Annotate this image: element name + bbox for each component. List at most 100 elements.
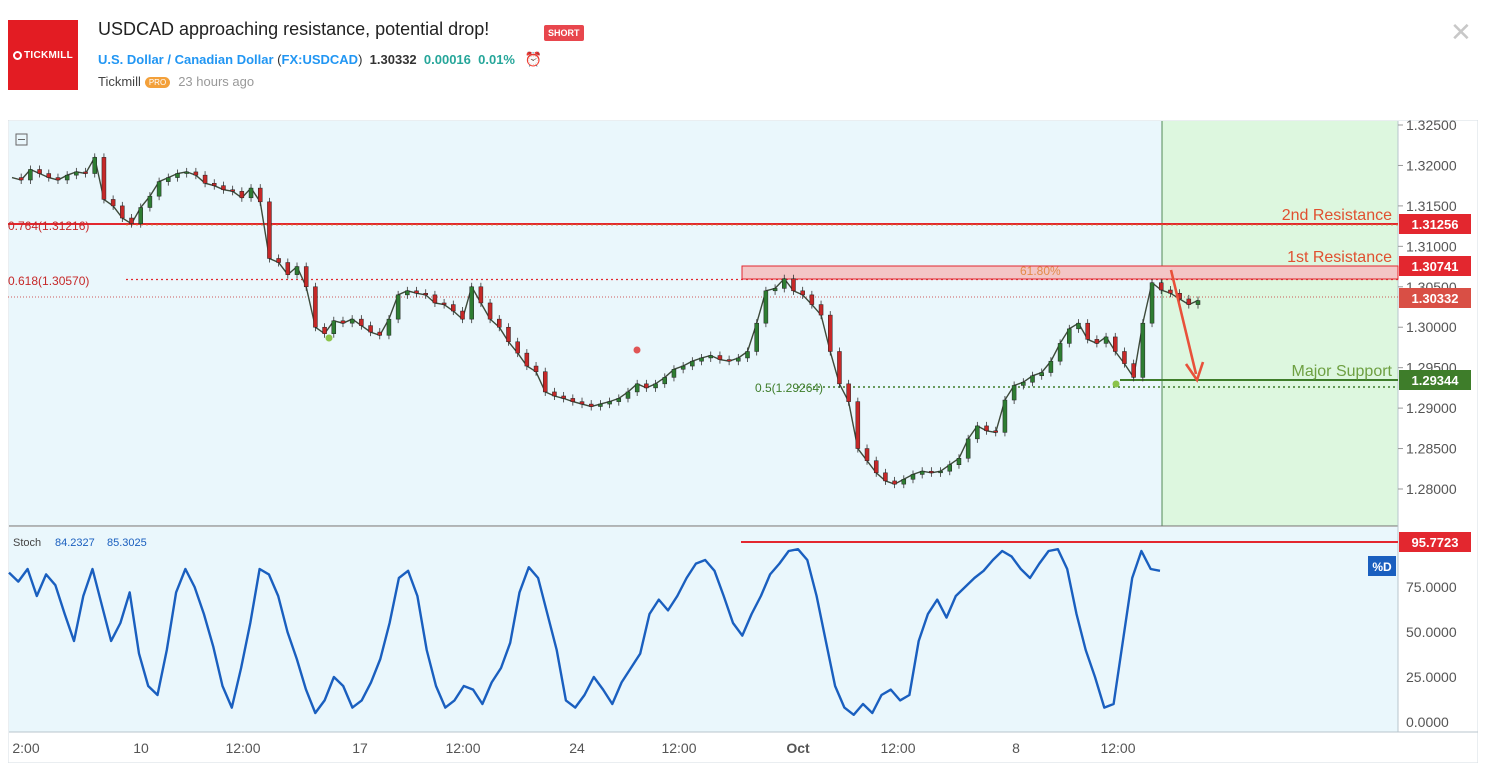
time-tick-label: 24	[569, 740, 585, 756]
candle	[745, 351, 750, 359]
candle	[579, 401, 585, 405]
candles-group	[18, 153, 1201, 489]
candle	[1158, 282, 1164, 291]
candle	[864, 448, 870, 461]
candle	[267, 201, 272, 259]
time-tick-label: 10	[133, 740, 149, 756]
candle	[497, 318, 502, 328]
candle	[230, 189, 235, 192]
candle	[634, 383, 640, 393]
author-name[interactable]: Tickmill	[98, 74, 141, 89]
candle	[846, 383, 851, 402]
fib-05-label: 0.5(1.29264)	[755, 381, 823, 395]
candle	[1140, 322, 1146, 378]
candle	[855, 401, 861, 449]
candle	[175, 173, 180, 178]
candle	[285, 262, 291, 275]
candle	[92, 157, 97, 174]
price-tick-label: 1.30000	[1406, 319, 1457, 335]
candle	[303, 266, 309, 288]
symbol-price: 1.30332	[369, 52, 417, 67]
time-tick-label: 12:00	[225, 740, 260, 756]
candle	[1103, 336, 1109, 344]
candle	[1030, 375, 1035, 383]
candle	[1048, 360, 1054, 373]
candle	[221, 185, 226, 190]
stoch-d-tag	[1368, 556, 1396, 576]
candle	[929, 470, 934, 474]
candle	[809, 294, 815, 305]
second-resistance-tag	[1399, 214, 1471, 234]
candle	[873, 460, 879, 474]
candle	[993, 430, 998, 433]
candle	[37, 169, 42, 174]
candle	[101, 157, 107, 200]
close-icon[interactable]: ✕	[1450, 17, 1472, 47]
current-price: 1.30332	[1412, 291, 1459, 306]
symbol-name-link[interactable]: U.S. Dollar / Canadian Dollar	[98, 52, 274, 67]
tickmill-logo-icon	[12, 50, 22, 60]
candle	[74, 171, 79, 176]
time-tick-label: 12:00	[661, 740, 696, 756]
symbol-change: 0.00016	[423, 52, 471, 67]
candle	[368, 325, 373, 333]
candle	[837, 351, 842, 385]
alarm-clock-icon[interactable]: ⏰	[524, 51, 543, 67]
candle	[947, 464, 953, 472]
candle	[965, 438, 971, 459]
price-series	[11, 155, 1199, 485]
candle	[156, 181, 162, 197]
candle	[349, 318, 355, 324]
candle	[1186, 298, 1192, 305]
first-resistance-tag	[1399, 256, 1471, 276]
time-tick-label: 12:00	[880, 740, 915, 756]
second-resistance-label: 2nd Resistance	[1282, 207, 1392, 224]
collapse-pane-icon[interactable]	[15, 133, 28, 146]
candle	[1011, 385, 1017, 401]
candle	[772, 288, 778, 292]
candle	[1149, 282, 1155, 324]
candle	[892, 480, 897, 485]
projection-zone	[1162, 121, 1398, 526]
candle	[166, 177, 171, 182]
candle	[680, 365, 686, 370]
stoch-level-value: 95.7723	[1412, 535, 1459, 550]
candle	[110, 199, 116, 207]
candle	[782, 278, 787, 289]
candle	[322, 326, 327, 334]
candle	[588, 403, 594, 407]
candle	[239, 191, 245, 199]
candle	[313, 286, 318, 328]
candle	[542, 371, 548, 393]
second-resistance-price: 1.31256	[1412, 217, 1459, 232]
candle	[83, 171, 88, 174]
candle	[1039, 372, 1044, 377]
price-tick-label: 1.29000	[1406, 400, 1457, 416]
fib-resistance-zone	[741, 265, 1399, 280]
candle	[690, 360, 695, 367]
price-tick-label: 1.28500	[1406, 441, 1457, 457]
fib-0764-label: 0.764(1.31216)	[8, 219, 89, 233]
time-tick-label: 17	[352, 740, 368, 756]
short-badge: SHORT	[544, 25, 584, 41]
first-resistance-price: 1.30741	[1412, 259, 1459, 274]
candle	[212, 182, 217, 186]
stoch-title: Stoch	[13, 537, 41, 549]
stoch-value-k: 84.2327	[55, 537, 95, 549]
candle	[359, 318, 364, 326]
major-support-price: 1.29344	[1412, 373, 1460, 388]
candle	[147, 195, 153, 208]
symbol-code-link[interactable]: FX:USDCAD	[281, 52, 359, 67]
tickmill-logo[interactable]: TICKMILL	[8, 20, 78, 90]
stoch-tick-label: 0.0000	[1406, 714, 1449, 730]
candle	[248, 187, 254, 199]
time-axis-ticks: 2:00 10 12:00 17 12:00 24 12:00 Oct 12:00 8 12:00	[12, 740, 1135, 756]
candle	[423, 292, 428, 296]
idea-header: TICKMILL USDCAD approaching resistance, …	[0, 0, 1490, 110]
candle	[506, 326, 511, 343]
candle	[598, 403, 603, 407]
chart-svg[interactable]: 0.764(1.31216) 0.618(1.30570) 61.80% 0.5…	[7, 117, 1479, 764]
candle	[1067, 328, 1072, 344]
symbol-line: U.S. Dollar / Canadian Dollar (FX:USDCAD…	[98, 51, 543, 67]
candle	[28, 169, 33, 181]
